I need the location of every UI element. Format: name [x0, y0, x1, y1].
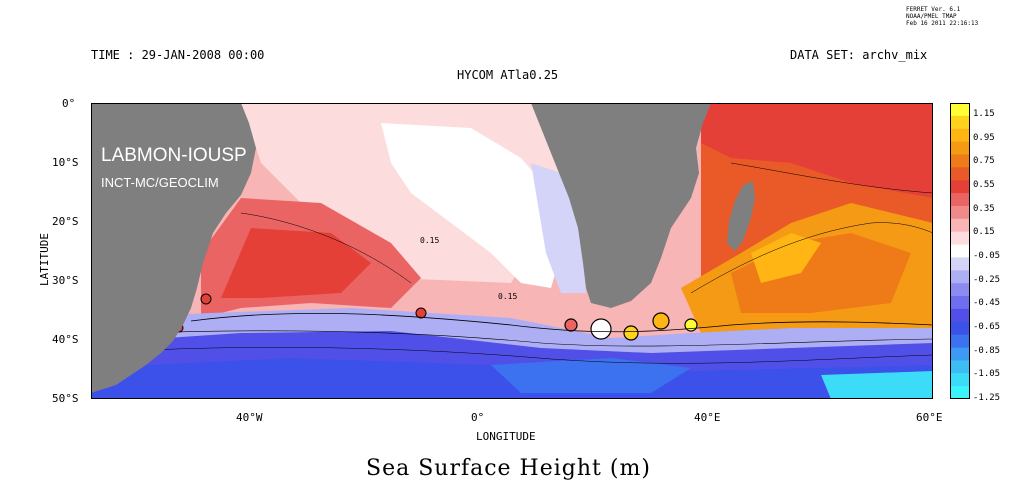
- eddy-6: [415, 307, 427, 319]
- contour-2: [91, 330, 933, 347]
- colorbar-swatch: [950, 386, 970, 399]
- eddy-2: [623, 325, 639, 341]
- colorbar-swatch: [950, 283, 970, 297]
- ferret-version: FERRET Ver. 6.1: [906, 6, 961, 13]
- figure-title: Sea Surface Height (m): [366, 456, 651, 481]
- africa-land: [531, 103, 711, 308]
- east-red-north: [701, 103, 933, 198]
- contour-label: 0.15: [420, 236, 440, 245]
- colorbar-label: 0.35: [973, 203, 995, 214]
- y-tick-label: 0°: [62, 97, 76, 110]
- colorbar-label: -0.65: [973, 322, 1001, 333]
- colorbar-label: 0.15: [973, 227, 995, 238]
- y-tick-label: 40°S: [52, 333, 79, 346]
- ferret-date: Feb 16 2011 22:16:13: [906, 20, 979, 27]
- map-frame: [91, 103, 933, 399]
- y-tick-label: 50°S: [52, 392, 79, 405]
- x-tick-label: 0°: [471, 411, 485, 424]
- ssh-map: [91, 103, 933, 399]
- colorbar-swatch: [950, 231, 970, 246]
- colorbar-swatch: [950, 347, 970, 361]
- ferret-stamp: FERRET Ver. 6.1 NOAA/PMEL TMAP Feb 16 20…: [906, 6, 978, 27]
- ferret-org: NOAA/PMEL TMAP: [906, 13, 957, 20]
- contour-5: [730, 162, 933, 194]
- colorbar-label: -1.05: [973, 369, 1001, 380]
- eddy-5: [564, 318, 578, 332]
- colorbar: [950, 103, 970, 399]
- colorbar-swatch: [950, 257, 970, 271]
- colorbar-label: 0.75: [973, 156, 995, 167]
- contour-1: [190, 312, 933, 333]
- colorbar-swatch: [950, 321, 970, 336]
- colorbar-swatch: [950, 115, 970, 130]
- colorbar-label: -0.85: [973, 345, 1001, 356]
- contour-label: 0.15: [498, 292, 518, 301]
- x-tick-label: 40°W: [236, 411, 263, 424]
- dataset-label: DATA SET: archv_mix: [790, 48, 928, 62]
- eddy-1: [590, 318, 612, 340]
- colorbar-label: -0.05: [973, 251, 1001, 262]
- colorbar-swatch: [950, 296, 970, 310]
- colorbar-label: -0.25: [973, 274, 1001, 285]
- white-region: [381, 123, 561, 288]
- y-axis-label: LATITUDE: [38, 233, 51, 286]
- south-light-blue: [491, 358, 691, 393]
- y-tick-label: 10°S: [52, 156, 79, 169]
- contour-6: [690, 222, 933, 294]
- colorbar-swatch: [950, 180, 970, 194]
- colorbar-swatch: [950, 334, 970, 349]
- colorbar-swatch: [950, 193, 970, 207]
- eddy-7: [200, 293, 212, 305]
- eddy-3: [652, 312, 670, 330]
- colorbar-swatch: [950, 167, 970, 181]
- colorbar-swatch: [950, 308, 970, 323]
- colorbar-swatch: [950, 205, 970, 220]
- colorbar-swatch: [950, 373, 970, 387]
- colorbar-swatch: [950, 141, 970, 155]
- y-tick-label: 20°S: [52, 215, 79, 228]
- south-america-land: [91, 103, 256, 393]
- colorbar-label: -1.25: [973, 393, 1001, 404]
- colorbar-swatch: [950, 128, 970, 143]
- colorbar-swatch: [950, 103, 970, 117]
- west-red-core: [221, 228, 371, 298]
- colorbar-label: 0.95: [973, 132, 995, 143]
- colorbar-swatch: [950, 270, 970, 284]
- south-cyan: [821, 371, 933, 399]
- contour-4: [240, 212, 412, 284]
- inct-text: INCT-MC/GEOCLIM: [101, 175, 219, 190]
- east-yellow-patch: [751, 233, 821, 283]
- x-tick-label: 40°E: [694, 411, 721, 424]
- y-tick-label: 30°S: [52, 274, 79, 287]
- colorbar-swatch: [950, 360, 970, 374]
- colorbar-swatch: [950, 154, 970, 168]
- light-blue-patch: [531, 163, 586, 293]
- contour-3: [91, 347, 933, 364]
- colorbar-label: 0.55: [973, 180, 995, 191]
- model-title: HYCOM ATla0.25: [457, 68, 559, 82]
- x-axis-label: LONGITUDE: [476, 430, 536, 443]
- labmon-text: LABMON-IOUSP: [101, 145, 247, 166]
- colorbar-label: 1.15: [973, 109, 995, 119]
- x-tick-label: 60°E: [916, 411, 943, 424]
- madagascar-land: [727, 181, 755, 251]
- colorbar-label: -0.45: [973, 298, 1001, 309]
- colorbar-swatch: [950, 244, 970, 258]
- time-label: TIME : 29-JAN-2008 00:00: [91, 48, 265, 62]
- colorbar-swatch: [950, 218, 970, 233]
